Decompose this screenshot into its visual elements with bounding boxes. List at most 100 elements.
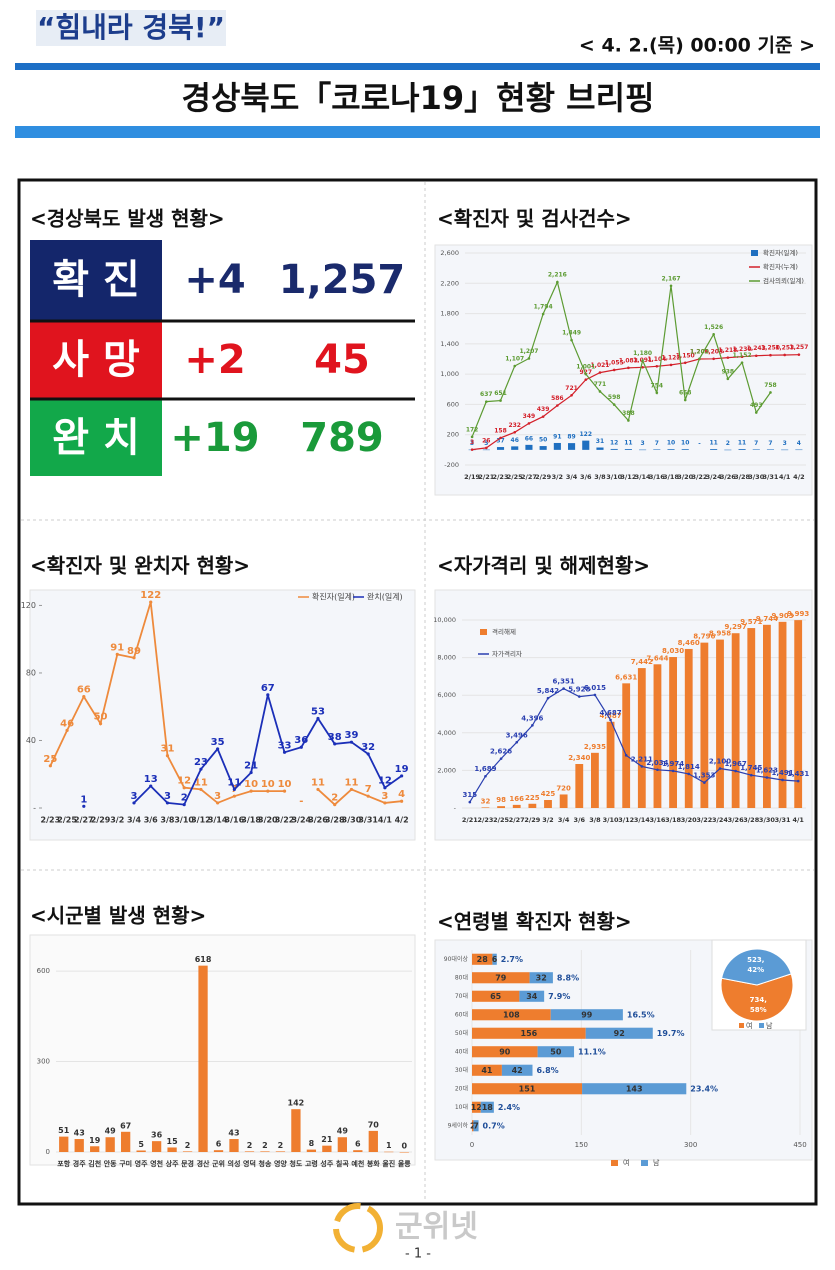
legend-label: 격리해제	[492, 627, 516, 636]
data-label: 1,107	[505, 356, 524, 363]
data-label: 26	[482, 437, 490, 444]
bar	[669, 657, 677, 808]
x-tick-label: 청도	[289, 1159, 302, 1168]
bar	[482, 449, 490, 451]
x-tick-label: 울진	[382, 1159, 395, 1168]
data-label: 439	[537, 406, 550, 413]
point	[282, 750, 287, 754]
status-total: 45	[314, 337, 370, 383]
rule-bottom	[15, 126, 820, 138]
data-label: 89	[127, 646, 141, 657]
x-tick-label: 4/1	[378, 816, 392, 825]
data-label: 1,202	[690, 348, 709, 355]
status-label: 사 망	[52, 337, 140, 383]
data-label: 12	[610, 439, 618, 446]
data-label: 637	[480, 391, 493, 398]
data-label: 3,496	[506, 731, 528, 739]
data-label: 7,442	[631, 658, 653, 666]
chart-bg	[29, 589, 416, 841]
point	[165, 754, 170, 758]
data-label: 9,993	[787, 610, 809, 618]
point	[470, 448, 474, 451]
data-label: 4	[797, 440, 801, 447]
legend-label: 여	[623, 1158, 629, 1167]
bar	[74, 1139, 84, 1152]
point	[754, 411, 758, 414]
bar-segment	[529, 972, 553, 984]
data-label: 2	[726, 440, 730, 447]
y-tick-label: 2,600	[440, 249, 459, 257]
share-label: 2.4%	[498, 1103, 520, 1112]
data-label: 586	[551, 395, 564, 402]
data-label: 4	[398, 789, 405, 800]
x-tick-label: 3/6	[580, 473, 592, 481]
point	[499, 399, 502, 402]
data-label: 1,218	[718, 347, 737, 354]
legend-swatch	[480, 629, 487, 635]
data-label: 49	[105, 1127, 117, 1136]
data-label: -	[299, 796, 303, 807]
bar	[105, 1137, 115, 1152]
data-label: 10	[278, 779, 292, 790]
point	[598, 390, 602, 393]
data-label: 2,100	[709, 758, 731, 766]
x-tick-label: 0	[470, 1141, 474, 1149]
x-tick-label: 3/6	[144, 816, 158, 825]
bar	[752, 449, 760, 450]
pie-slice	[720, 973, 794, 1022]
bar-segment	[472, 1120, 474, 1132]
data-label: 166	[509, 795, 524, 803]
point	[698, 357, 701, 361]
point	[655, 391, 659, 395]
bar	[151, 1141, 162, 1152]
y-tick-label: 2,200	[440, 279, 459, 287]
data-label: 1	[386, 1141, 392, 1150]
data-label: 1,449	[562, 330, 581, 337]
data-label: 36	[151, 1131, 163, 1140]
share-label: 7.9%	[548, 992, 570, 1001]
x-tick-label: 3/30	[342, 816, 362, 825]
y-tick-label: 0	[46, 1148, 50, 1156]
data-label: 1,230	[733, 346, 752, 353]
x-tick-label: 4/2	[395, 816, 409, 825]
bar-segment	[472, 1009, 551, 1021]
y-tick-label: 2,000	[437, 766, 456, 774]
data-label: 12	[378, 776, 392, 787]
data-label: 493	[750, 402, 763, 409]
x-tick-label: 3/28	[743, 816, 759, 824]
point	[165, 801, 170, 805]
x-tick-label: 3/16	[649, 816, 665, 824]
point	[556, 404, 559, 407]
x-tick-label: 3/26	[728, 816, 744, 824]
bar	[399, 1152, 409, 1153]
bar	[591, 752, 599, 808]
data-label: 67	[261, 683, 275, 694]
x-tick-label: 4/1	[792, 816, 804, 824]
data-label: 3	[484, 440, 488, 447]
point	[182, 786, 186, 790]
point	[740, 355, 744, 359]
data-label: 19	[89, 1136, 101, 1145]
bar	[639, 449, 647, 451]
point	[796, 779, 800, 783]
point	[216, 747, 220, 751]
status-label-box	[30, 240, 162, 320]
data-label: 3	[783, 440, 787, 447]
point	[765, 776, 769, 779]
share-label: 19.7%	[657, 1029, 685, 1038]
point	[470, 435, 474, 439]
point	[513, 364, 517, 368]
point	[282, 789, 287, 793]
data-label: 771	[594, 381, 607, 388]
bar	[667, 449, 675, 450]
bar	[544, 800, 552, 808]
bar	[167, 1147, 177, 1152]
y-tick-label: 50대	[455, 1029, 468, 1037]
point	[366, 794, 370, 798]
data-label: 10	[261, 779, 275, 790]
data-label: 651	[494, 390, 507, 397]
x-tick-label: 300	[684, 1141, 697, 1149]
bar	[778, 621, 787, 808]
x-tick-label: 경산	[197, 1159, 210, 1168]
point	[316, 787, 320, 792]
